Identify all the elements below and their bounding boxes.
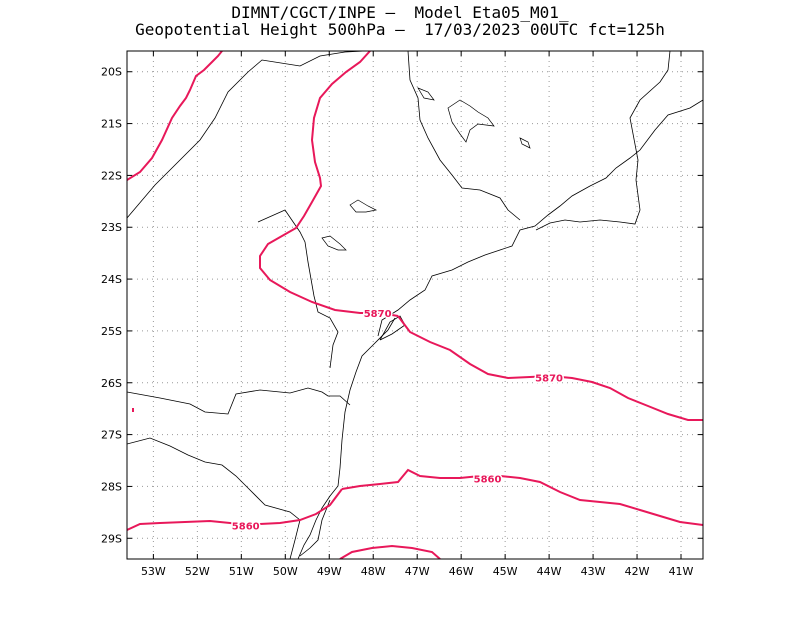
boundaries [127,51,703,559]
lon-tick-label: 52W [185,565,210,578]
title-line-1: DIMNT/CGCT/INPE – Model Eta05_M01_ [231,3,569,22]
state-border-northwest [127,51,366,219]
contour-5860-south [339,544,441,559]
reservoir-5 [519,137,531,149]
reservoir-4 [417,87,435,101]
title-line-2: Geopotential Height 500hPa – 17/03/2023 … [135,20,665,39]
plot-frame [126,50,704,560]
lat-tick-label: 29S [101,532,122,545]
lon-tick-label: 46W [449,565,474,578]
contour-5870-main [259,51,399,317]
lon-tick-label: 50W [273,565,298,578]
contour-5860-east [341,468,703,526]
reservoir-1 [447,99,495,143]
lat-tick-label: 22S [101,169,122,182]
coastline-south [297,317,396,559]
lon-tick-label: 49W [317,565,342,578]
state-border-central [257,209,339,369]
contour-labels: 5870 5870 5860 5860 [230,307,564,534]
grid-lines [127,51,703,559]
lat-tick-label: 24S [101,273,122,286]
lon-tick-label: 41W [669,565,694,578]
contour-label: 5860 [232,521,260,532]
lon-tick-label: 51W [229,565,254,578]
contour-5870-east [397,315,703,421]
height-contours [127,51,703,559]
lon-tick-label: 47W [405,565,430,578]
contour-5860-west [127,488,343,531]
lat-tick-label: 23S [101,221,122,234]
lat-tick-label: 28S [101,480,122,493]
lat-tick-label: 27S [101,429,122,442]
contour-label: 5870 [364,309,392,320]
lon-tick-label: 53W [141,565,166,578]
contour-label: 5870 [535,374,563,385]
coastline-southeast [377,99,703,337]
lat-tick-label: 21S [101,118,122,131]
lagoon-area [299,499,331,557]
lon-tick-label: 42W [625,565,650,578]
lon-tick-label: 43W [581,565,606,578]
reservoir-3 [321,235,347,251]
longitude-labels: 53W 52W 51W 50W 49W 48W 47W 46W 45W 44W 43W 42W 41W [141,51,694,578]
parana-santa-catarina-border [127,387,351,415]
lat-tick-label: 25S [101,325,122,338]
lon-tick-label: 44W [537,565,562,578]
lon-tick-label: 45W [493,565,518,578]
chart-title: DIMNT/CGCT/INPE – Model Eta05_M01_ Geopo… [0,4,800,38]
lat-tick-label: 26S [101,377,122,390]
state-border-northeast [407,51,521,221]
lon-tick-label: 48W [361,565,386,578]
contour-label: 5860 [474,475,502,486]
latitude-labels: 20S 21S 22S 23S 24S 25S 26S 27S 28S 29S [101,66,703,545]
reservoir-2 [349,199,378,213]
contour-5870-north [127,51,223,181]
coastline-east [535,51,671,231]
lat-tick-label: 20S [101,66,122,79]
map-area: 5870 5870 5860 5860 [127,51,703,559]
water-bodies [321,87,531,251]
